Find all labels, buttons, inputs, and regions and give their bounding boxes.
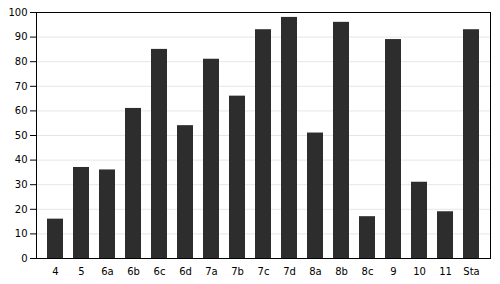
svg-text:6b: 6b	[127, 266, 140, 277]
svg-text:10: 10	[15, 228, 28, 239]
svg-text:7c: 7c	[258, 266, 270, 277]
svg-text:60: 60	[15, 105, 28, 116]
svg-text:7b: 7b	[231, 266, 244, 277]
svg-text:70: 70	[15, 81, 28, 92]
svg-text:10: 10	[413, 266, 426, 277]
svg-text:6d: 6d	[179, 266, 192, 277]
svg-text:0: 0	[21, 253, 27, 264]
svg-text:6c: 6c	[154, 266, 166, 277]
svg-text:9: 9	[390, 266, 396, 277]
svg-text:20: 20	[15, 204, 28, 215]
svg-text:80: 80	[15, 56, 28, 67]
svg-text:100: 100	[8, 7, 27, 18]
svg-text:8c: 8c	[362, 266, 374, 277]
svg-text:4: 4	[52, 266, 58, 277]
svg-text:30: 30	[15, 179, 28, 190]
svg-text:90: 90	[15, 31, 28, 42]
svg-text:7d: 7d	[283, 266, 296, 277]
svg-text:7a: 7a	[205, 266, 218, 277]
svg-text:Sta: Sta	[463, 266, 479, 277]
svg-text:40: 40	[15, 154, 28, 165]
svg-text:50: 50	[15, 130, 28, 141]
svg-text:8a: 8a	[309, 266, 322, 277]
svg-text:5: 5	[78, 266, 84, 277]
svg-text:8b: 8b	[335, 266, 348, 277]
svg-text:11: 11	[439, 266, 452, 277]
svg-text:6a: 6a	[101, 266, 114, 277]
